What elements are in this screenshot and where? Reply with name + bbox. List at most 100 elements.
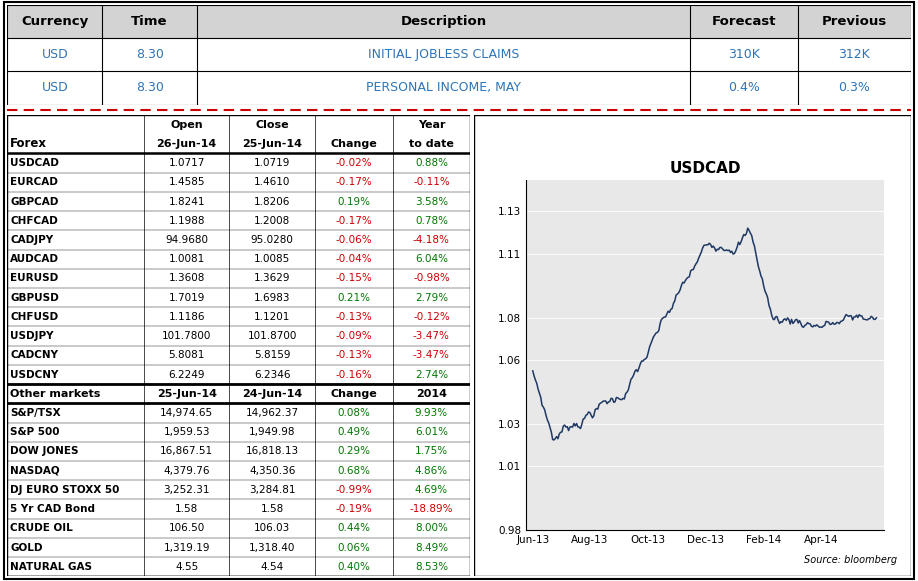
Text: GOLD: GOLD: [10, 543, 42, 553]
Text: 2014: 2014: [416, 389, 447, 399]
Text: 25-Jun-14: 25-Jun-14: [242, 139, 302, 149]
Text: 4.86%: 4.86%: [415, 465, 448, 476]
Text: 95.0280: 95.0280: [251, 235, 294, 245]
Text: Forex: Forex: [10, 137, 47, 150]
Text: 3,284.81: 3,284.81: [249, 485, 296, 495]
Text: USDCAD: USDCAD: [10, 158, 59, 168]
Text: 94.9680: 94.9680: [165, 235, 208, 245]
Text: -18.89%: -18.89%: [409, 504, 453, 514]
Text: 16,818.13: 16,818.13: [246, 446, 298, 457]
Text: 1.1186: 1.1186: [168, 312, 205, 322]
Text: 0.40%: 0.40%: [338, 562, 370, 572]
Text: 0.4%: 0.4%: [728, 81, 760, 95]
Text: 6.04%: 6.04%: [415, 254, 448, 264]
Text: 0.29%: 0.29%: [338, 446, 370, 457]
Text: Forecast: Forecast: [711, 15, 777, 28]
Text: 8.53%: 8.53%: [415, 562, 448, 572]
Text: 0.88%: 0.88%: [415, 158, 448, 168]
Text: 1.8241: 1.8241: [168, 196, 205, 206]
Text: -0.15%: -0.15%: [335, 274, 373, 284]
Text: 5.8081: 5.8081: [168, 350, 205, 360]
Text: 0.06%: 0.06%: [338, 543, 370, 553]
Text: 4.55: 4.55: [175, 562, 198, 572]
Text: 3,252.31: 3,252.31: [163, 485, 210, 495]
Text: 1.0719: 1.0719: [254, 158, 290, 168]
Text: 2.79%: 2.79%: [415, 293, 448, 303]
Text: Source: bloomberg: Source: bloomberg: [804, 555, 898, 565]
Text: CRUDE OIL: CRUDE OIL: [10, 523, 73, 533]
Text: USD: USD: [41, 48, 68, 61]
Text: 1.4585: 1.4585: [168, 177, 205, 187]
Text: 14,974.65: 14,974.65: [160, 408, 213, 418]
Text: -0.17%: -0.17%: [335, 177, 373, 187]
Text: 8.49%: 8.49%: [415, 543, 448, 553]
Text: -4.18%: -4.18%: [413, 235, 450, 245]
Text: -0.13%: -0.13%: [335, 312, 373, 322]
Text: 0.49%: 0.49%: [338, 427, 370, 437]
Text: Currency: Currency: [21, 15, 88, 28]
Text: 4,350.36: 4,350.36: [249, 465, 296, 476]
Text: EURUSD: EURUSD: [10, 274, 59, 284]
Text: 0.19%: 0.19%: [338, 196, 370, 206]
Text: -0.06%: -0.06%: [336, 235, 372, 245]
Text: 2.74%: 2.74%: [415, 370, 448, 379]
Text: CHFUSD: CHFUSD: [10, 312, 58, 322]
Text: -0.04%: -0.04%: [336, 254, 372, 264]
Text: 8.30: 8.30: [136, 81, 163, 95]
Text: 0.21%: 0.21%: [338, 293, 370, 303]
Text: 1.4610: 1.4610: [254, 177, 290, 187]
Text: -0.13%: -0.13%: [335, 350, 373, 360]
Text: 4.69%: 4.69%: [415, 485, 448, 495]
Text: to date: to date: [409, 139, 453, 149]
Text: 106.03: 106.03: [254, 523, 290, 533]
Text: 101.7800: 101.7800: [162, 331, 211, 341]
Text: -0.02%: -0.02%: [336, 158, 372, 168]
Text: 310K: 310K: [728, 48, 760, 61]
Text: 25-Jun-14: 25-Jun-14: [157, 389, 217, 399]
Bar: [7, 5, 911, 38]
Text: 6.01%: 6.01%: [415, 427, 448, 437]
Text: 1.2008: 1.2008: [254, 216, 290, 226]
Text: 1.3629: 1.3629: [254, 274, 290, 284]
Text: AUDCAD: AUDCAD: [10, 254, 59, 264]
Text: 8.30: 8.30: [136, 48, 163, 61]
Text: 1.6983: 1.6983: [254, 293, 290, 303]
Text: 16,867.51: 16,867.51: [160, 446, 213, 457]
Text: 14,962.37: 14,962.37: [246, 408, 298, 418]
Text: GBPUSD: GBPUSD: [10, 293, 59, 303]
Text: 4.54: 4.54: [261, 562, 284, 572]
Text: -3.47%: -3.47%: [413, 331, 450, 341]
Text: -0.12%: -0.12%: [413, 312, 450, 322]
Text: 3.58%: 3.58%: [415, 196, 448, 206]
Text: USDCNY: USDCNY: [10, 370, 59, 379]
Text: GBPCAD: GBPCAD: [10, 196, 59, 206]
Text: Close: Close: [255, 120, 289, 130]
Text: DOW JONES: DOW JONES: [10, 446, 79, 457]
Text: 1,959.53: 1,959.53: [163, 427, 210, 437]
Text: -0.09%: -0.09%: [336, 331, 372, 341]
Text: 0.68%: 0.68%: [338, 465, 370, 476]
Text: 1.3608: 1.3608: [168, 274, 205, 284]
Text: DJ EURO STOXX 50: DJ EURO STOXX 50: [10, 485, 119, 495]
Text: 26-Jun-14: 26-Jun-14: [156, 139, 217, 149]
Text: 0.3%: 0.3%: [838, 81, 870, 95]
Text: 4,379.76: 4,379.76: [163, 465, 210, 476]
Text: 106.50: 106.50: [169, 523, 205, 533]
Text: -3.47%: -3.47%: [413, 350, 450, 360]
Text: Year: Year: [418, 120, 445, 130]
Text: Change: Change: [330, 389, 377, 399]
Text: INITIAL JOBLESS CLAIMS: INITIAL JOBLESS CLAIMS: [368, 48, 520, 61]
Text: 1.1201: 1.1201: [254, 312, 290, 322]
Text: 1.8206: 1.8206: [254, 196, 290, 206]
Text: 8.00%: 8.00%: [415, 523, 448, 533]
Text: 6.2249: 6.2249: [168, 370, 205, 379]
Text: EURCAD: EURCAD: [10, 177, 58, 187]
Title: USDCAD: USDCAD: [669, 161, 741, 175]
Text: 24-Jun-14: 24-Jun-14: [242, 389, 302, 399]
Text: 1.75%: 1.75%: [415, 446, 448, 457]
Text: Change: Change: [330, 139, 377, 149]
Text: -0.11%: -0.11%: [413, 177, 450, 187]
Text: Description: Description: [400, 15, 487, 28]
Text: CADCNY: CADCNY: [10, 350, 58, 360]
Text: 5.8159: 5.8159: [254, 350, 290, 360]
